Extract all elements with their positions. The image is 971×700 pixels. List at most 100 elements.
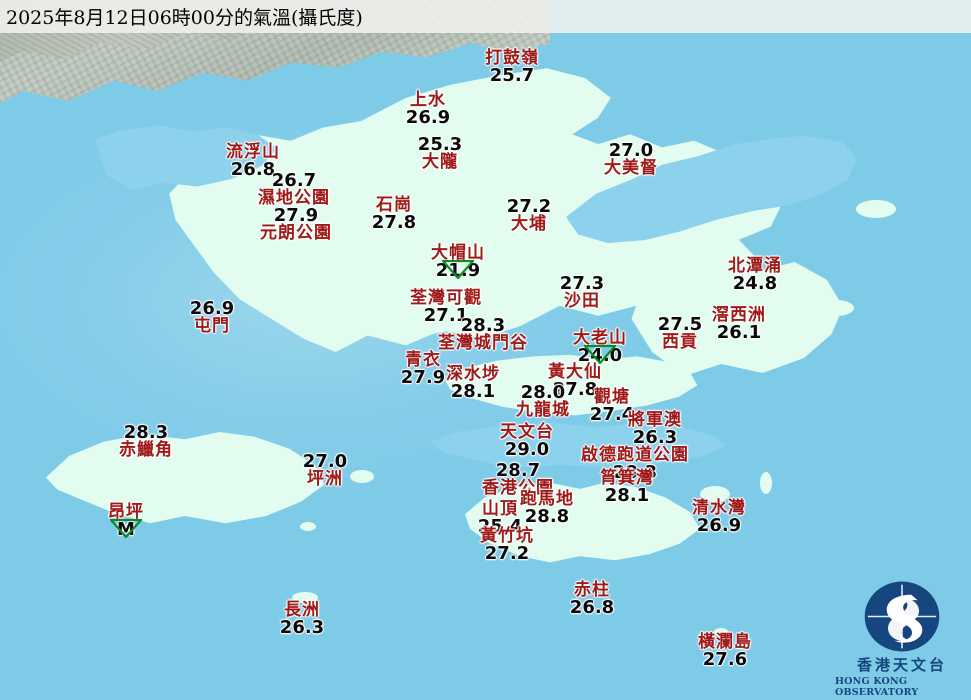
station-label: 28.3 荃灣城門谷 bbox=[438, 317, 528, 352]
station-value-holder: 26.3 bbox=[280, 619, 324, 637]
station-value-holder: 27.6 bbox=[703, 651, 747, 669]
station-temperature: 26.7 bbox=[271, 170, 317, 191]
station-name: 北潭涌 bbox=[728, 256, 782, 276]
station-label: 天文台 29.0 bbox=[500, 424, 554, 459]
station-name: 大埔 bbox=[510, 214, 547, 234]
station-name: 深水埗 bbox=[446, 364, 500, 384]
station-temperature: 28.3 bbox=[612, 462, 658, 483]
station-label: 27.0 大美督 bbox=[604, 142, 658, 177]
station-label: 黃大仙 27.8 bbox=[548, 364, 602, 399]
station-name: 元朗公園 bbox=[260, 223, 332, 243]
station-name: 黃竹坑 bbox=[480, 526, 534, 546]
elevated-station-triangle-icon bbox=[109, 519, 142, 538]
station-label: 大帽山 21.9 bbox=[431, 245, 485, 280]
station-name: 打鼓嶺 bbox=[485, 48, 539, 68]
station-temperature: 27.8 bbox=[371, 212, 417, 233]
station-label: 流浮山 26.8 bbox=[226, 144, 280, 179]
station-label: 大老山 24.0 bbox=[573, 330, 627, 365]
station-label: 27.0 坪洲 bbox=[303, 453, 347, 488]
station-value-holder: 26.9 bbox=[190, 300, 234, 318]
station-name: 昂坪 bbox=[108, 502, 144, 522]
station-temperature: 25.4 bbox=[477, 516, 523, 537]
station-temperature: 26.9 bbox=[696, 515, 742, 536]
station-label: 石崗 27.8 bbox=[372, 197, 416, 232]
station-name: 坪洲 bbox=[306, 469, 343, 489]
station-label: 28.0 九龍城 bbox=[516, 384, 570, 419]
station-value-holder: 27.1 bbox=[424, 307, 468, 325]
station-value-holder: 26.1 bbox=[717, 324, 761, 342]
station-value-holder: 26.3 bbox=[633, 429, 677, 447]
station-name: 九龍城 bbox=[516, 400, 570, 420]
station-name: 筲箕灣 bbox=[600, 468, 654, 488]
station-value-holder: 28.8 bbox=[525, 508, 569, 526]
station-value-holder: 26.8 bbox=[570, 599, 614, 617]
station-label: 將軍澳 26.3 bbox=[628, 412, 682, 447]
station-label: 27.9 元朗公園 bbox=[260, 207, 332, 242]
station-name: 天文台 bbox=[500, 422, 554, 442]
station-value-holder: 27.8 bbox=[372, 214, 416, 232]
station-temperature: 28.8 bbox=[524, 506, 570, 527]
station-label: 跑馬地 28.8 bbox=[520, 491, 574, 526]
station-temperature: 27.9 bbox=[400, 367, 446, 388]
station-value-holder: 24.8 bbox=[733, 275, 777, 293]
station-label: 荃灣可觀 27.1 bbox=[410, 290, 482, 325]
station-value-holder: 27.4 bbox=[590, 406, 634, 424]
station-temperature: 26.9 bbox=[189, 298, 235, 319]
station-label: 啟德跑道公園 28.3 bbox=[581, 447, 689, 482]
station-value-holder: 28.0 bbox=[521, 384, 565, 402]
station-value-holder: 27.0 bbox=[303, 453, 347, 471]
station-value-holder: 25.3 bbox=[418, 136, 462, 154]
station-name: 大美督 bbox=[604, 158, 658, 178]
station-value-holder: 28.3 bbox=[124, 424, 168, 442]
station-value-holder: 28.3 bbox=[461, 317, 505, 335]
station-value-holder: 27.9 bbox=[274, 207, 318, 225]
logo-name-zh: 香港天文台 bbox=[856, 656, 947, 674]
station-temperature: 27.6 bbox=[702, 649, 748, 670]
station-name: 上水 bbox=[409, 90, 446, 110]
islet bbox=[300, 522, 316, 531]
station-label: 27.2 大埔 bbox=[507, 198, 551, 233]
station-label: 赤柱 26.8 bbox=[570, 582, 614, 617]
station-temperature: 27.0 bbox=[302, 451, 348, 472]
station-temperature: 25.3 bbox=[417, 134, 463, 155]
islet bbox=[760, 472, 772, 494]
station-temperature: 27.2 bbox=[484, 543, 530, 564]
station-temperature: 28.3 bbox=[123, 422, 169, 443]
islet bbox=[856, 200, 896, 218]
station-name: 清水灣 bbox=[692, 498, 746, 518]
hko-logo: 香港天文台 HONG KONG OBSERVATORY bbox=[835, 580, 969, 698]
page-title: 2025年8月12日06時00分的氣溫(攝氏度) bbox=[6, 7, 363, 29]
station-temperature: 27.9 bbox=[273, 205, 319, 226]
station-label: 28.7 香港公園 bbox=[482, 462, 554, 497]
station-name: 赤鱲角 bbox=[119, 440, 173, 460]
islet bbox=[820, 300, 854, 316]
station-name: 沙田 bbox=[563, 291, 600, 311]
station-temperature: 27.8 bbox=[552, 379, 598, 400]
station-label: 27.3 沙田 bbox=[560, 275, 604, 310]
station-name: 西貢 bbox=[661, 332, 698, 352]
station-temperature: 27.0 bbox=[608, 140, 654, 161]
station-label: 黃竹坑 27.2 bbox=[480, 528, 534, 563]
station-name: 香港公園 bbox=[482, 478, 554, 498]
station-label: 北潭涌 24.8 bbox=[728, 258, 782, 293]
station-temperature: 27.5 bbox=[657, 314, 703, 335]
station-label: 26.7 濕地公園 bbox=[258, 172, 330, 207]
station-name: 長洲 bbox=[283, 600, 320, 620]
station-value-holder: 27.8 bbox=[553, 381, 597, 399]
station-temperature: 28.3 bbox=[460, 315, 506, 336]
station-name: 山頂 bbox=[481, 499, 518, 519]
station-temperature: 27.1 bbox=[423, 305, 469, 326]
station-temperature: 27.3 bbox=[559, 273, 605, 294]
station-value-holder: 24.0 bbox=[578, 345, 622, 365]
station-name: 青衣 bbox=[404, 350, 441, 370]
station-temperature: 26.3 bbox=[279, 617, 325, 638]
station-name: 流浮山 bbox=[226, 142, 280, 162]
station-value-holder: 28.7 bbox=[496, 462, 540, 480]
station-name: 荃灣城門谷 bbox=[438, 333, 528, 353]
station-label: 打鼓嶺 25.7 bbox=[485, 50, 539, 85]
station-value-holder: 21.9 bbox=[436, 260, 480, 280]
islet bbox=[292, 592, 318, 603]
station-value-holder: 27.3 bbox=[560, 275, 604, 293]
station-value-holder: 26.7 bbox=[272, 172, 316, 190]
